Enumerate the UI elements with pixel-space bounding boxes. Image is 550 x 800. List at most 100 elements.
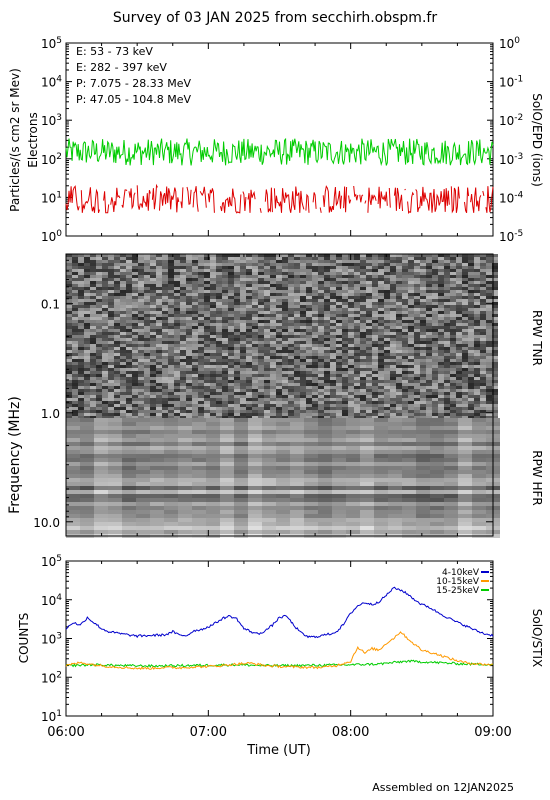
rpw-tnr-cell	[348, 368, 354, 371]
rpw-tnr-cell	[156, 398, 162, 401]
rpw-hfr-cell	[80, 418, 94, 422]
rpw-tnr-cell	[198, 380, 204, 383]
rpw-tnr-cell	[450, 332, 456, 335]
rpw-tnr-cell	[204, 356, 210, 359]
rpw-tnr-cell	[252, 338, 258, 341]
rpw-tnr-cell	[474, 416, 480, 419]
rpw-tnr-cell	[390, 365, 396, 368]
rpw-hfr-cell	[192, 522, 206, 526]
rpw-tnr-cell	[360, 398, 366, 401]
rpw-tnr-cell	[72, 344, 78, 347]
rpw-tnr-cell	[312, 365, 318, 368]
rpw-tnr-cell	[246, 311, 252, 314]
rpw-tnr-cell	[228, 356, 234, 359]
rpw-hfr-cell	[94, 478, 108, 482]
rpw-tnr-cell	[492, 350, 498, 353]
rpw-tnr-cell	[342, 401, 348, 404]
rpw-tnr-cell	[234, 311, 240, 314]
rpw-hfr-cell	[290, 506, 304, 510]
rpw-hfr-cell	[220, 454, 234, 458]
rpw-tnr-cell	[234, 395, 240, 398]
rpw-tnr-cell	[138, 353, 144, 356]
rpw-hfr-cell	[388, 442, 402, 446]
rpw-tnr-cell	[486, 344, 492, 347]
rpw-tnr-cell	[210, 344, 216, 347]
rpw-tnr-cell	[450, 410, 456, 413]
rpw-hfr-cell	[80, 430, 94, 434]
rpw-tnr-cell	[300, 296, 306, 299]
rpw-tnr-cell	[90, 332, 96, 335]
rpw-hfr-cell	[192, 470, 206, 474]
rpw-hfr-cell	[94, 526, 108, 530]
rpw-tnr-cell	[330, 266, 336, 269]
rpw-tnr-cell	[156, 347, 162, 350]
rpw-tnr-cell	[240, 371, 246, 374]
rpw-tnr-cell	[210, 401, 216, 404]
rpw-tnr-cell	[234, 269, 240, 272]
rpw-tnr-cell	[252, 326, 258, 329]
rpw-hfr-cell	[416, 478, 430, 482]
rpw-hfr-cell	[304, 494, 318, 498]
rpw-tnr-cell	[276, 263, 282, 266]
rpw-tnr-cell	[234, 266, 240, 269]
rpw-tnr-cell	[114, 260, 120, 263]
rpw-tnr-cell	[474, 341, 480, 344]
rpw-tnr-cell	[108, 260, 114, 263]
rpw-tnr-cell	[114, 395, 120, 398]
rpw-tnr-cell	[342, 374, 348, 377]
rpw-tnr-cell	[180, 401, 186, 404]
rpw-tnr-cell	[264, 395, 270, 398]
rpw-tnr-cell	[432, 392, 438, 395]
rpw-tnr-cell	[150, 410, 156, 413]
rpw-tnr-cell	[210, 254, 216, 257]
rpw-tnr-cell	[258, 329, 264, 332]
rpw-hfr-cell	[248, 450, 262, 454]
rpw-tnr-cell	[432, 305, 438, 308]
rpw-tnr-cell	[366, 320, 372, 323]
rpw-hfr-cell	[192, 530, 206, 534]
rpw-tnr-cell	[312, 359, 318, 362]
rpw-tnr-cell	[96, 386, 102, 389]
rpw-hfr-cell	[234, 502, 248, 506]
rpw-tnr-cell	[72, 299, 78, 302]
rpw-tnr-cell	[138, 302, 144, 305]
rpw-tnr-cell	[216, 344, 222, 347]
rpw-tnr-cell	[474, 356, 480, 359]
rpw-hfr-cell	[346, 418, 360, 422]
rpw-tnr-cell	[168, 368, 174, 371]
rpw-hfr-cell	[108, 446, 122, 450]
rpw-tnr-cell	[336, 371, 342, 374]
rpw-tnr-cell	[168, 317, 174, 320]
rpw-hfr-cell	[472, 490, 486, 494]
rpw-tnr-cell	[102, 272, 108, 275]
rpw-hfr-cell	[304, 446, 318, 450]
rpw-tnr-cell	[312, 416, 318, 419]
rpw-hfr-cell	[374, 462, 388, 466]
rpw-hfr-cell	[360, 530, 374, 534]
rpw-tnr-cell	[318, 287, 324, 290]
rpw-tnr-cell	[114, 332, 120, 335]
rpw-tnr-cell	[474, 305, 480, 308]
rpw-hfr-cell	[122, 426, 136, 430]
rpw-tnr-cell	[288, 308, 294, 311]
rpw-tnr-cell	[150, 296, 156, 299]
rpw-hfr-cell	[360, 454, 374, 458]
rpw-tnr-cell	[264, 269, 270, 272]
rpw-hfr-cell	[178, 482, 192, 486]
epd-right-label: SolO/EPD (ions)	[530, 93, 544, 187]
rpw-tnr-cell	[168, 296, 174, 299]
rpw-tnr-cell	[156, 284, 162, 287]
rpw-tnr-cell	[342, 350, 348, 353]
rpw-tnr-cell	[366, 308, 372, 311]
rpw-tnr-cell	[432, 311, 438, 314]
rpw-tnr-cell	[210, 275, 216, 278]
rpw-tnr-cell	[420, 332, 426, 335]
rpw-tnr-cell	[126, 275, 132, 278]
rpw-tnr-cell	[366, 359, 372, 362]
rpw-tnr-cell	[126, 350, 132, 353]
rpw-tnr-cell	[156, 368, 162, 371]
rpw-hfr-cell	[164, 450, 178, 454]
rpw-tnr-cell	[306, 278, 312, 281]
rpw-tnr-cell	[168, 293, 174, 296]
rpw-hfr-cell	[430, 530, 444, 534]
